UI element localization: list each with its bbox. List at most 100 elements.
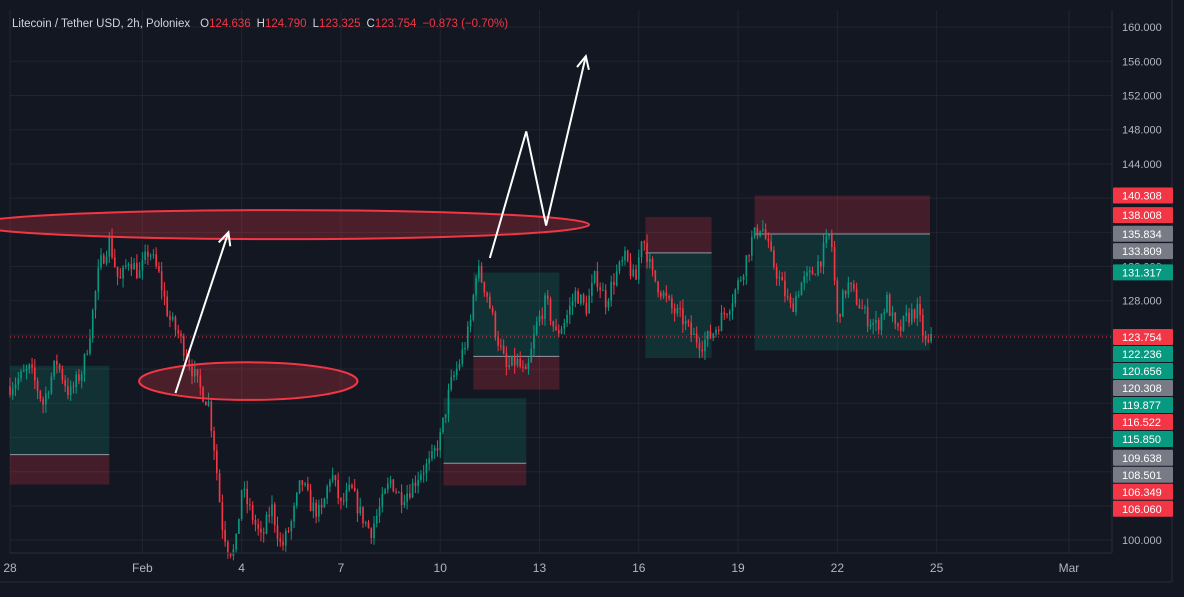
candle-down bbox=[599, 287, 601, 291]
candle-down bbox=[756, 227, 759, 237]
y-tick-label: 100.000 bbox=[1122, 535, 1162, 547]
candle-down bbox=[249, 504, 251, 506]
candle-up bbox=[447, 389, 450, 415]
x-tick-label: 7 bbox=[338, 561, 345, 575]
candle-up bbox=[742, 275, 745, 280]
candle-up bbox=[75, 374, 78, 388]
candle-down bbox=[340, 498, 342, 501]
close-value: 123.754 bbox=[374, 18, 417, 30]
candle-up bbox=[144, 251, 146, 260]
position-zones bbox=[10, 195, 930, 486]
candle-down bbox=[839, 313, 841, 317]
candle-up bbox=[171, 316, 174, 320]
candle-down bbox=[254, 519, 257, 525]
candle-up bbox=[624, 250, 626, 261]
candle-up bbox=[886, 294, 888, 313]
candle-down bbox=[502, 345, 505, 354]
candle-up bbox=[706, 331, 709, 340]
candle-down bbox=[163, 290, 166, 297]
candle-down bbox=[500, 345, 502, 347]
stop-loss-zone bbox=[754, 195, 930, 235]
candle-down bbox=[362, 506, 364, 524]
candle-down bbox=[819, 261, 822, 267]
price-label: 120.656 bbox=[1122, 366, 1162, 378]
x-tick-label: 28 bbox=[3, 561, 17, 575]
candle-up bbox=[86, 353, 89, 355]
candle-down bbox=[370, 528, 373, 538]
candle-up bbox=[329, 480, 331, 487]
candle-down bbox=[494, 312, 497, 337]
candle-up bbox=[615, 271, 618, 286]
candle-down bbox=[861, 308, 863, 310]
candle-down bbox=[773, 250, 775, 268]
candle-up bbox=[704, 339, 706, 352]
candle-down bbox=[844, 290, 847, 295]
candle-down bbox=[671, 298, 673, 309]
candle-up bbox=[28, 364, 31, 369]
take-profit-zone bbox=[443, 398, 527, 464]
candle-up bbox=[389, 479, 392, 484]
candle-down bbox=[836, 280, 839, 314]
x-tick-label: 13 bbox=[533, 561, 547, 575]
candle-down bbox=[227, 541, 229, 554]
candle-down bbox=[320, 504, 323, 508]
candle-down bbox=[709, 331, 712, 339]
candle-up bbox=[817, 261, 819, 275]
candle-up bbox=[331, 475, 334, 481]
price-label: 133.809 bbox=[1122, 246, 1162, 258]
price-label: 115.850 bbox=[1122, 434, 1161, 446]
candle-down bbox=[78, 374, 80, 381]
candle-up bbox=[808, 270, 811, 273]
candle-down bbox=[486, 292, 488, 297]
candle-down bbox=[204, 401, 207, 406]
candle-down bbox=[174, 316, 177, 331]
candle-up bbox=[762, 229, 764, 231]
candle-down bbox=[497, 336, 499, 346]
candle-up bbox=[455, 368, 458, 376]
price-label-box bbox=[1113, 264, 1173, 281]
candle-up bbox=[69, 386, 72, 396]
price-label: 140.308 bbox=[1122, 190, 1162, 202]
candle-down bbox=[582, 294, 585, 303]
candle-up bbox=[298, 480, 301, 493]
candle-down bbox=[866, 307, 869, 327]
candle-down bbox=[136, 262, 138, 278]
candle-down bbox=[483, 281, 486, 293]
high-value: 124.790 bbox=[264, 18, 307, 30]
candle-up bbox=[637, 257, 640, 280]
candle-up bbox=[141, 259, 144, 271]
candle-down bbox=[309, 489, 312, 512]
price-label-box bbox=[1113, 500, 1173, 517]
price-label: 123.754 bbox=[1122, 332, 1162, 344]
candle-up bbox=[822, 242, 825, 267]
take-profit-zone bbox=[645, 252, 712, 359]
candle-down bbox=[367, 522, 370, 529]
candle-down bbox=[414, 482, 417, 486]
close-label: C bbox=[366, 18, 375, 30]
candle-down bbox=[307, 483, 309, 490]
candle-up bbox=[739, 279, 742, 281]
price-label-box bbox=[1113, 187, 1173, 204]
candle-up bbox=[53, 360, 55, 377]
candle-up bbox=[535, 321, 538, 335]
price-label: 138.008 bbox=[1122, 210, 1162, 222]
grid-lines bbox=[9, 10, 1112, 553]
candle-down bbox=[202, 387, 204, 402]
candle-down bbox=[262, 532, 265, 534]
candle-up bbox=[428, 458, 431, 464]
candle-down bbox=[491, 308, 494, 313]
time-axis[interactable]: 28 Feb 4 7 10 13 16 19 22 25 Mar bbox=[0, 552, 1172, 583]
candle-up bbox=[122, 266, 124, 279]
candle-up bbox=[97, 267, 100, 292]
candle-down bbox=[56, 360, 58, 365]
candle-down bbox=[337, 480, 340, 499]
candle-up bbox=[384, 489, 386, 494]
candle-down bbox=[130, 264, 133, 270]
candle-up bbox=[618, 261, 621, 272]
candle-up bbox=[417, 479, 419, 486]
candle-down bbox=[111, 236, 113, 258]
candle-down bbox=[147, 251, 149, 257]
y-tick-label: 128.000 bbox=[1122, 296, 1162, 308]
